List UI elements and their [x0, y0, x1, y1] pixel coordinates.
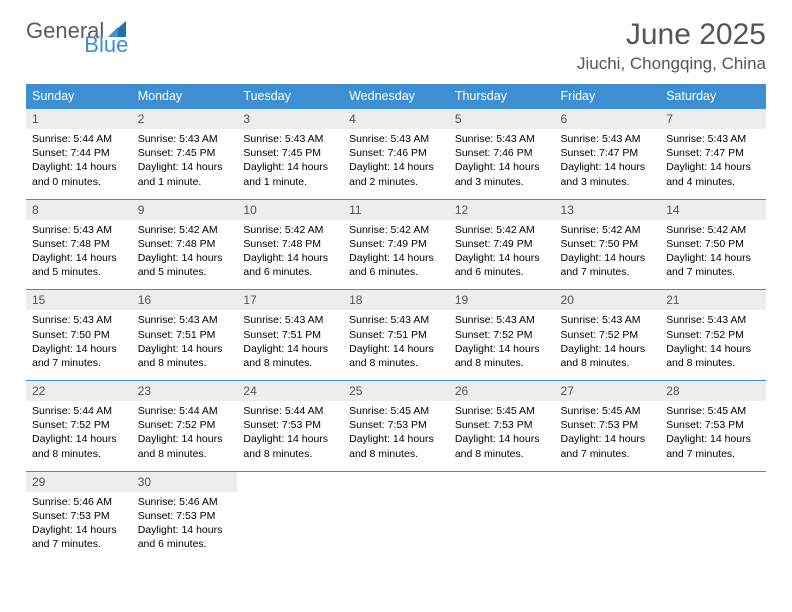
day-number: 12 — [449, 199, 555, 220]
day-number: 20 — [555, 290, 661, 311]
day-cell: Sunrise: 5:45 AMSunset: 7:53 PMDaylight:… — [555, 401, 661, 471]
day-cell: Sunrise: 5:43 AMSunset: 7:47 PMDaylight:… — [660, 129, 766, 199]
dayhead-sun: Sunday — [26, 84, 132, 109]
location: Jiuchi, Chongqing, China — [577, 54, 766, 74]
dayhead-sat: Saturday — [660, 84, 766, 109]
day-cell: Sunrise: 5:42 AMSunset: 7:49 PMDaylight:… — [343, 220, 449, 290]
day-cell: Sunrise: 5:43 AMSunset: 7:50 PMDaylight:… — [26, 310, 132, 380]
day-cell: Sunrise: 5:43 AMSunset: 7:47 PMDaylight:… — [555, 129, 661, 199]
dayhead-mon: Monday — [132, 84, 238, 109]
day-cell: Sunrise: 5:43 AMSunset: 7:52 PMDaylight:… — [449, 310, 555, 380]
day-cell: Sunrise: 5:42 AMSunset: 7:50 PMDaylight:… — [555, 220, 661, 290]
day-number: 23 — [132, 381, 238, 402]
day-number: 2 — [132, 109, 238, 130]
day-cell: Sunrise: 5:46 AMSunset: 7:53 PMDaylight:… — [132, 492, 238, 562]
day-number: 15 — [26, 290, 132, 311]
day-cell: Sunrise: 5:43 AMSunset: 7:51 PMDaylight:… — [343, 310, 449, 380]
week-daynum-row: 891011121314 — [26, 199, 766, 220]
day-cell: Sunrise: 5:44 AMSunset: 7:52 PMDaylight:… — [26, 401, 132, 471]
week-daydata-row: Sunrise: 5:44 AMSunset: 7:52 PMDaylight:… — [26, 401, 766, 471]
day-number: 27 — [555, 381, 661, 402]
day-number: 14 — [660, 199, 766, 220]
day-number: 13 — [555, 199, 661, 220]
day-number: 24 — [237, 381, 343, 402]
day-cell: Sunrise: 5:44 AMSunset: 7:52 PMDaylight:… — [132, 401, 238, 471]
day-cell: Sunrise: 5:42 AMSunset: 7:49 PMDaylight:… — [449, 220, 555, 290]
month-title: June 2025 — [577, 18, 766, 52]
empty-cell — [237, 471, 343, 492]
day-number: 10 — [237, 199, 343, 220]
day-cell: Sunrise: 5:45 AMSunset: 7:53 PMDaylight:… — [449, 401, 555, 471]
logo: General Blue — [26, 18, 176, 44]
day-number: 8 — [26, 199, 132, 220]
logo-word-2: Blue — [84, 32, 128, 58]
day-number: 28 — [660, 381, 766, 402]
day-cell: Sunrise: 5:45 AMSunset: 7:53 PMDaylight:… — [660, 401, 766, 471]
empty-cell — [660, 471, 766, 492]
day-cell: Sunrise: 5:43 AMSunset: 7:45 PMDaylight:… — [132, 129, 238, 199]
empty-cell — [660, 492, 766, 562]
title-block: June 2025 Jiuchi, Chongqing, China — [577, 18, 766, 74]
day-number: 30 — [132, 471, 238, 492]
day-number: 22 — [26, 381, 132, 402]
day-number: 1 — [26, 109, 132, 130]
day-cell: Sunrise: 5:42 AMSunset: 7:48 PMDaylight:… — [237, 220, 343, 290]
day-number: 9 — [132, 199, 238, 220]
day-number: 6 — [555, 109, 661, 130]
day-cell: Sunrise: 5:44 AMSunset: 7:53 PMDaylight:… — [237, 401, 343, 471]
day-cell: Sunrise: 5:45 AMSunset: 7:53 PMDaylight:… — [343, 401, 449, 471]
day-cell: Sunrise: 5:43 AMSunset: 7:51 PMDaylight:… — [132, 310, 238, 380]
week-daydata-row: Sunrise: 5:43 AMSunset: 7:50 PMDaylight:… — [26, 310, 766, 380]
day-cell: Sunrise: 5:43 AMSunset: 7:52 PMDaylight:… — [555, 310, 661, 380]
day-number: 29 — [26, 471, 132, 492]
week-daydata-row: Sunrise: 5:43 AMSunset: 7:48 PMDaylight:… — [26, 220, 766, 290]
day-number: 21 — [660, 290, 766, 311]
empty-cell — [343, 471, 449, 492]
day-cell: Sunrise: 5:42 AMSunset: 7:48 PMDaylight:… — [132, 220, 238, 290]
day-number: 3 — [237, 109, 343, 130]
empty-cell — [449, 471, 555, 492]
week-daynum-row: 2930 — [26, 471, 766, 492]
day-number: 26 — [449, 381, 555, 402]
day-cell: Sunrise: 5:42 AMSunset: 7:50 PMDaylight:… — [660, 220, 766, 290]
week-daydata-row: Sunrise: 5:44 AMSunset: 7:44 PMDaylight:… — [26, 129, 766, 199]
dayhead-fri: Friday — [555, 84, 661, 109]
day-header-row: Sunday Monday Tuesday Wednesday Thursday… — [26, 84, 766, 109]
header: General Blue June 2025 Jiuchi, Chongqing… — [26, 18, 766, 74]
day-number: 17 — [237, 290, 343, 311]
empty-cell — [343, 492, 449, 562]
dayhead-thu: Thursday — [449, 84, 555, 109]
empty-cell — [555, 492, 661, 562]
day-number: 19 — [449, 290, 555, 311]
week-daynum-row: 22232425262728 — [26, 381, 766, 402]
day-number: 25 — [343, 381, 449, 402]
day-cell: Sunrise: 5:43 AMSunset: 7:46 PMDaylight:… — [449, 129, 555, 199]
day-cell: Sunrise: 5:43 AMSunset: 7:46 PMDaylight:… — [343, 129, 449, 199]
day-cell: Sunrise: 5:44 AMSunset: 7:44 PMDaylight:… — [26, 129, 132, 199]
day-cell: Sunrise: 5:46 AMSunset: 7:53 PMDaylight:… — [26, 492, 132, 562]
dayhead-tue: Tuesday — [237, 84, 343, 109]
day-cell: Sunrise: 5:43 AMSunset: 7:45 PMDaylight:… — [237, 129, 343, 199]
day-number: 7 — [660, 109, 766, 130]
day-number: 18 — [343, 290, 449, 311]
day-number: 16 — [132, 290, 238, 311]
day-number: 4 — [343, 109, 449, 130]
day-cell: Sunrise: 5:43 AMSunset: 7:52 PMDaylight:… — [660, 310, 766, 380]
dayhead-wed: Wednesday — [343, 84, 449, 109]
calendar-table: Sunday Monday Tuesday Wednesday Thursday… — [26, 84, 766, 561]
day-cell: Sunrise: 5:43 AMSunset: 7:48 PMDaylight:… — [26, 220, 132, 290]
empty-cell — [237, 492, 343, 562]
week-daynum-row: 15161718192021 — [26, 290, 766, 311]
day-number: 5 — [449, 109, 555, 130]
week-daydata-row: Sunrise: 5:46 AMSunset: 7:53 PMDaylight:… — [26, 492, 766, 562]
empty-cell — [555, 471, 661, 492]
day-number: 11 — [343, 199, 449, 220]
day-cell: Sunrise: 5:43 AMSunset: 7:51 PMDaylight:… — [237, 310, 343, 380]
empty-cell — [449, 492, 555, 562]
week-daynum-row: 1234567 — [26, 109, 766, 130]
